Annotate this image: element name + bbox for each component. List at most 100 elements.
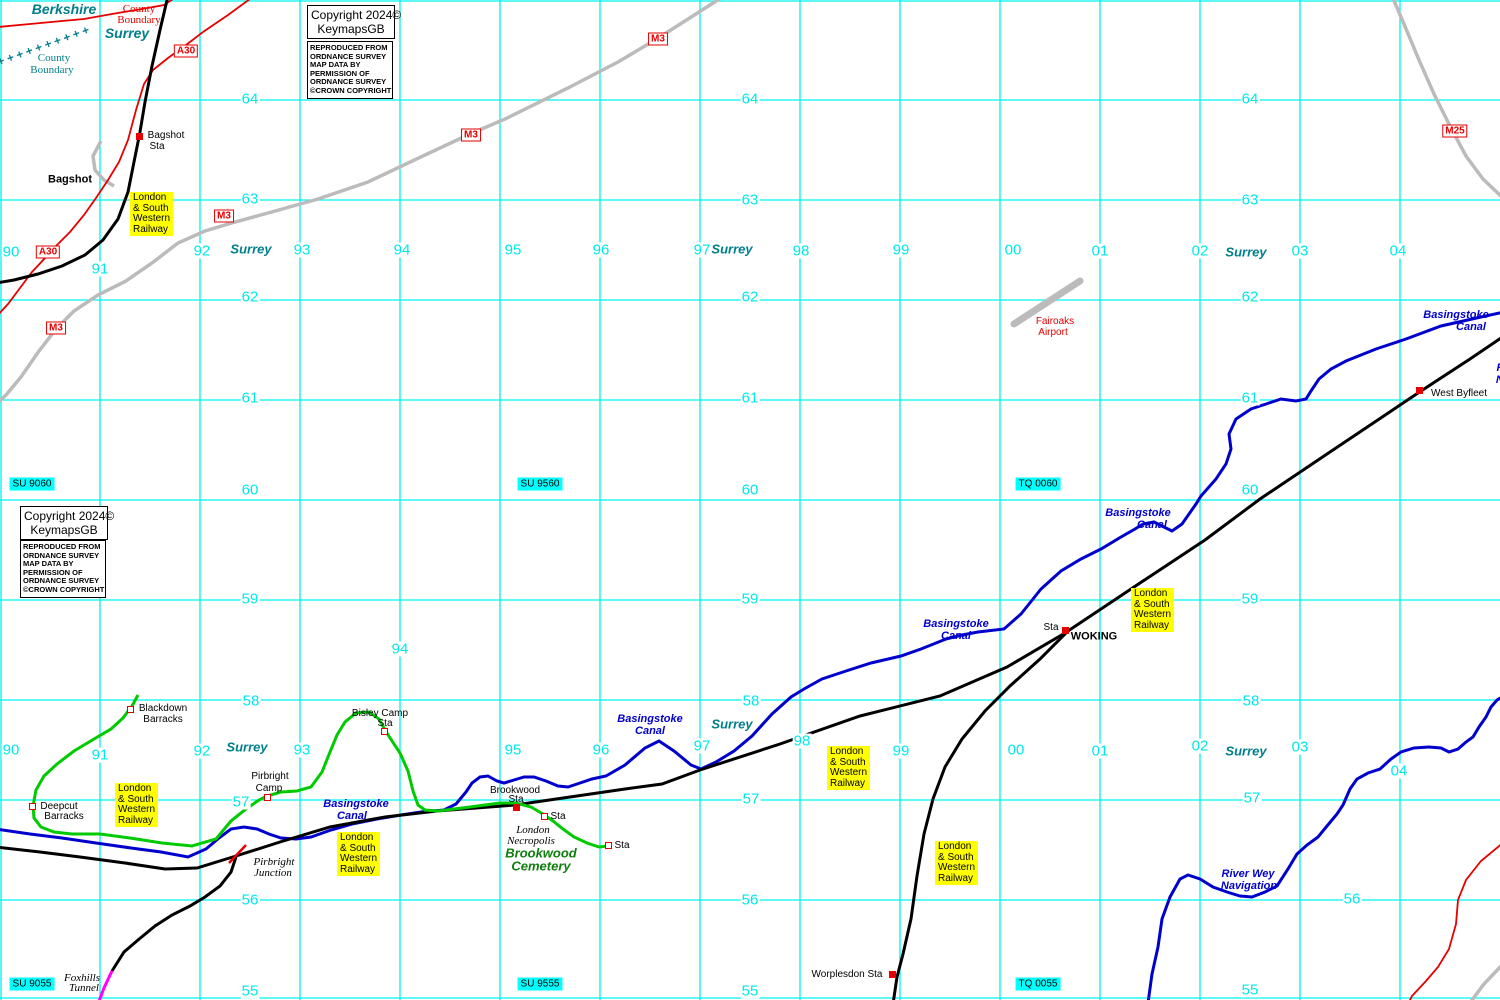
road-number-badge: M25 <box>1442 124 1468 138</box>
grid-number: 64 <box>240 90 260 108</box>
waterway-label: Navigation <box>1220 880 1278 892</box>
grid-number: 64 <box>1240 90 1260 108</box>
county-boundary-line <box>0 0 174 28</box>
grid-number: 95 <box>503 741 523 759</box>
grid-number: 59 <box>240 590 260 608</box>
copyright-box: Copyright 2024© KeymapsGB <box>307 5 401 39</box>
grid-number: 56 <box>740 891 760 909</box>
feature-label: Tunnel <box>69 982 99 994</box>
waterway-label: River Wey <box>1221 868 1275 880</box>
basingstoke-canal-line <box>0 311 1500 859</box>
feature-label: Junction <box>254 867 292 879</box>
airport-label: Airport <box>1038 327 1068 338</box>
station-label: Worplesdon Sta <box>811 969 883 980</box>
grid-number: 64 <box>740 90 760 108</box>
halt-marker <box>541 813 548 820</box>
station-label: Sta <box>1043 622 1059 633</box>
grid-number: 96 <box>591 741 611 759</box>
military-railway-line <box>31 694 608 849</box>
grid-number: 59 <box>740 590 760 608</box>
waterway-label: Canal <box>1137 519 1167 531</box>
grid-number: 56 <box>1342 890 1362 908</box>
bagshot-spur-road <box>91 140 115 188</box>
station-label: Sta <box>377 718 393 729</box>
grid-number: 60 <box>240 481 260 499</box>
railway-company-label: London & South Western Railway <box>337 832 381 876</box>
waterway-label: River Wey <box>1497 362 1500 374</box>
station-marker <box>136 133 143 140</box>
railway-portsmouth-line <box>892 627 1072 1000</box>
station-label: Sta <box>614 840 630 851</box>
halt-marker <box>264 794 271 801</box>
railway-bagshot-line <box>0 0 169 284</box>
station-label: Bisley Camp <box>351 708 409 719</box>
grid-number: 95 <box>503 241 523 259</box>
station-marker <box>1416 387 1423 394</box>
railway-company-label: London & South Western Railway <box>827 746 871 790</box>
grid-number: 00 <box>1006 741 1026 759</box>
road-number-badge: M3 <box>214 209 234 223</box>
grid-number: 63 <box>740 191 760 209</box>
pirbright-junction-mark <box>228 844 247 864</box>
waterway-label: Navigation <box>1496 374 1500 386</box>
halt-marker <box>29 803 36 810</box>
railway-main-line <box>0 336 1500 871</box>
grid-number: 62 <box>740 288 760 306</box>
county-name-label: Surrey <box>711 716 753 732</box>
grid-number: 58 <box>741 692 761 710</box>
halt-marker <box>381 728 388 735</box>
station-marker <box>889 971 896 978</box>
foxhills-tunnel-line <box>97 970 114 1000</box>
grid-number: 62 <box>1240 288 1260 306</box>
grid-reference-badge: TQ 0055 <box>1015 977 1061 991</box>
county-boundary-label: County <box>122 3 156 15</box>
waterway-label: Canal <box>941 630 971 642</box>
railway-company-label: London & South Western Railway <box>935 841 979 885</box>
county-boundary-label: Boundary <box>30 64 74 76</box>
waterway-label: Basingstoke <box>617 713 683 725</box>
grid-number: 99 <box>891 742 911 760</box>
grid-number: 58 <box>1241 692 1261 710</box>
county-name-label: Surrey <box>1225 743 1267 759</box>
feature-label: Foxhills <box>63 972 101 984</box>
road-number-badge: M3 <box>46 321 66 335</box>
grid-number: 98 <box>791 242 811 260</box>
county-name-label: Surrey <box>711 241 753 257</box>
station-label: West Byfleet <box>1431 388 1487 399</box>
grid-number: 03 <box>1290 242 1310 260</box>
waterway-label: Canal <box>1456 321 1486 333</box>
county-name-label: Surrey <box>226 739 268 755</box>
river-wey-line <box>1146 696 1500 1000</box>
grid-reference-badge: SU 9555 <box>517 977 563 991</box>
bottom-right-grey-road <box>1469 964 1500 1000</box>
grid-number: 60 <box>740 481 760 499</box>
bottom-right-red-road <box>1408 844 1500 1000</box>
grid-number: 60 <box>1240 481 1260 499</box>
grid-number: 02 <box>1190 242 1210 260</box>
grid-number: 57 <box>741 790 761 808</box>
railway-ascot-line <box>110 856 238 972</box>
grid-number: 98 <box>792 732 812 750</box>
station-label: Blackdown <box>138 703 188 714</box>
grid-number: 01 <box>1090 742 1110 760</box>
grid-number: 01 <box>1090 242 1110 260</box>
region-name-label: Surrey <box>104 25 150 41</box>
station-label: Bagshot <box>147 130 185 141</box>
road-number-badge: M3 <box>648 32 668 46</box>
station-label: Brookwood <box>489 785 541 796</box>
grid-reference-badge: SU 9560 <box>517 477 563 491</box>
station-label: Pirbright <box>251 771 289 782</box>
cemetery-label: Cemetery <box>511 858 571 874</box>
grid-number: 96 <box>591 241 611 259</box>
county-boundary-label: County <box>37 52 71 64</box>
grid-reference-badge: SU 9060 <box>9 477 55 491</box>
m3-motorway-road <box>0 0 722 403</box>
waterway-label: Basingstoke <box>323 798 389 810</box>
grid-number: 91 <box>90 746 110 764</box>
grid-number: 56 <box>240 891 260 909</box>
grid-number: 91 <box>90 260 110 278</box>
grid-number: 94 <box>390 640 410 658</box>
grid-number: 61 <box>240 389 260 407</box>
